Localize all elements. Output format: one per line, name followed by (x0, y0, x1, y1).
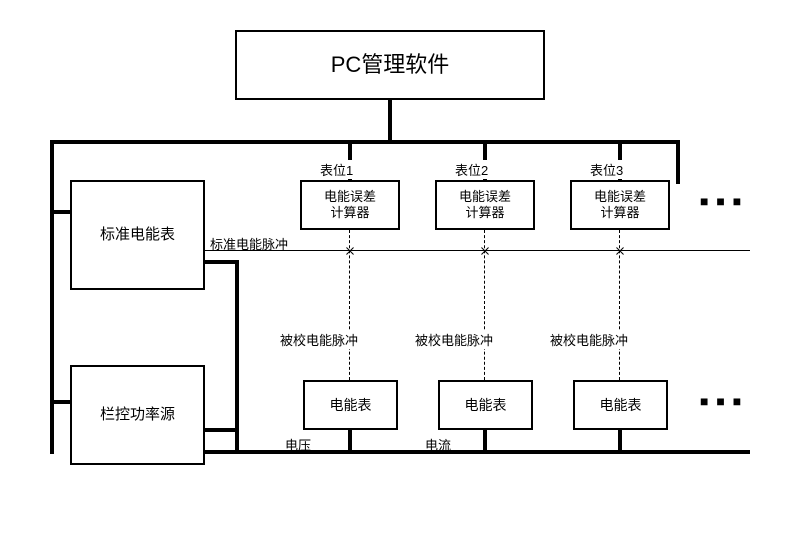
current-label: 电流 (425, 435, 451, 454)
dots-bottom: ■ ■ ■ (700, 393, 743, 409)
bus-right-end (676, 140, 680, 184)
calc2-label: 电能误差 计算器 (459, 189, 511, 220)
rail-to-std (50, 210, 70, 214)
power-src-label: 栏控功率源 (100, 406, 175, 424)
pwr-to-vrail (205, 428, 239, 432)
meter1-riser (348, 430, 352, 454)
cross-2 (480, 246, 490, 256)
meter-box-2: 电能表 (438, 380, 533, 430)
std-vrail-join (235, 260, 239, 294)
diagram-canvas: PC管理软件 标准电能表 栏控功率源 表位1 表位2 表位3 电能误差 计算器 … (0, 0, 800, 541)
meter3-label: 电能表 (600, 397, 642, 414)
vrail (235, 290, 239, 454)
std-meter-label: 标准电能表 (100, 226, 175, 244)
top-box: PC管理软件 (235, 30, 545, 100)
cal-pulse-3: 被校电能脉冲 (550, 330, 628, 349)
meter-box-1: 电能表 (303, 380, 398, 430)
std-pulse-label: 标准电能脉冲 (210, 234, 288, 253)
std-to-vrail (205, 260, 239, 264)
meter2-label: 电能表 (465, 397, 507, 414)
power-src-box: 栏控功率源 (70, 365, 205, 465)
left-rail (50, 140, 54, 454)
station1-label: 表位1 (320, 160, 353, 179)
cal-pulse-2: 被校电能脉冲 (415, 330, 493, 349)
calc-box-1: 电能误差 计算器 (300, 180, 400, 230)
cross-3 (615, 246, 625, 256)
rail-to-pwr (50, 400, 70, 404)
dots-top: ■ ■ ■ (700, 193, 743, 209)
meter3-riser (618, 430, 622, 454)
calc-box-3: 电能误差 计算器 (570, 180, 670, 230)
std-meter-box: 标准电能表 (70, 180, 205, 290)
cal-pulse-1: 被校电能脉冲 (280, 330, 358, 349)
top-bus (50, 140, 680, 144)
calc3-label: 电能误差 计算器 (594, 189, 646, 220)
meter2-riser (483, 430, 487, 454)
station3-label: 表位3 (590, 160, 623, 179)
calc-box-2: 电能误差 计算器 (435, 180, 535, 230)
meter-box-3: 电能表 (573, 380, 668, 430)
meter1-label: 电能表 (330, 397, 372, 414)
cross-1 (345, 246, 355, 256)
station2-label: 表位2 (455, 160, 488, 179)
voltage-label: 电压 (285, 435, 311, 454)
top-drop (388, 100, 392, 144)
calc1-label: 电能误差 计算器 (324, 189, 376, 220)
top-title: PC管理软件 (331, 52, 450, 78)
